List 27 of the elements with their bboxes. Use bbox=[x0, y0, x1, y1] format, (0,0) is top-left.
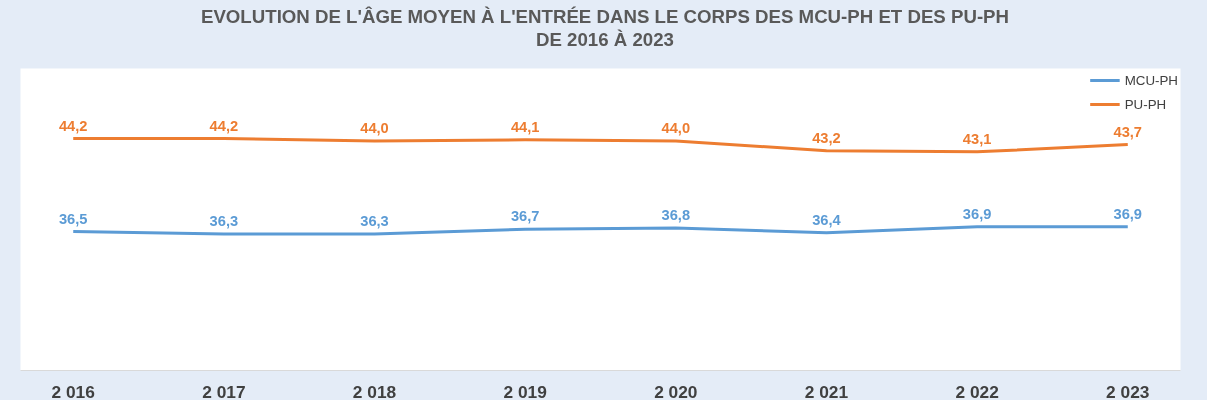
data-label: 43,7 bbox=[1113, 123, 1143, 140]
x-tick-label: 2 017 bbox=[202, 381, 246, 400]
data-label: 44,1 bbox=[510, 118, 540, 135]
data-label: 36,3 bbox=[360, 213, 389, 229]
x-tick-label: 2 019 bbox=[503, 381, 547, 400]
data-label: 36,8 bbox=[661, 206, 691, 223]
data-label: 36,9 bbox=[1113, 205, 1143, 222]
data-label: 44,0 bbox=[360, 119, 389, 136]
x-tick-label: 2 020 bbox=[654, 381, 698, 400]
x-tick-label: 2 021 bbox=[804, 381, 849, 400]
legend-label: MCU-PH bbox=[1124, 72, 1178, 88]
data-label: 36,3 bbox=[209, 213, 239, 229]
x-tick-label: 2 018 bbox=[352, 381, 397, 400]
data-label: 44,2 bbox=[58, 117, 88, 134]
data-label: 44,2 bbox=[209, 117, 239, 134]
chart-title: EVOLUTION DE L'ÂGE MOYEN À L'ENTRÉE DANS LE CORPS DES MCU-PH ET DES PU-PH DE 2016 À 2023 bbox=[200, 5, 1010, 52]
data-label: 36,9 bbox=[962, 205, 992, 222]
legend-label: PU-PH bbox=[1124, 96, 1167, 112]
data-label: 36,4 bbox=[812, 211, 842, 228]
data-label: 44,0 bbox=[661, 119, 691, 136]
data-label: 43,2 bbox=[812, 129, 841, 146]
x-tick-label: 2 023 bbox=[1106, 381, 1150, 400]
x-tick-label: 2 022 bbox=[955, 381, 999, 400]
data-label: 36,7 bbox=[510, 208, 540, 225]
x-tick-label: 2 016 bbox=[51, 381, 96, 400]
data-label: 43,1 bbox=[962, 130, 992, 147]
data-label: 36,5 bbox=[58, 210, 88, 227]
